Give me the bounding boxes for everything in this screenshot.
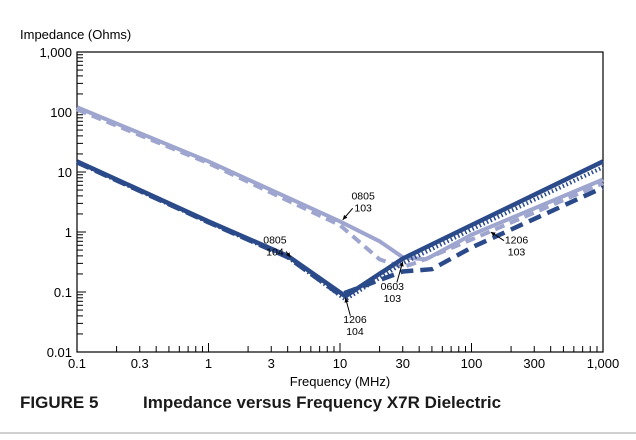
- annotation-label: 0805: [351, 191, 375, 203]
- annotation-sublabel: 103: [508, 246, 526, 258]
- x-tick-label: 300: [523, 356, 545, 371]
- series-lines: [76, 105, 604, 302]
- annotation-arrowhead: [344, 297, 349, 303]
- annotation-arrowhead: [342, 214, 348, 220]
- y-tick-label: 100: [50, 105, 72, 120]
- annotation-sublabel: 104: [266, 246, 284, 258]
- y-tick-label: 0.01: [47, 345, 72, 360]
- annotation-sublabel: 104: [346, 326, 364, 338]
- x-tick-label: 30: [396, 356, 410, 371]
- series-line-dark-solid: [76, 159, 604, 299]
- annotation-label: 1206: [505, 234, 529, 246]
- y-axis-title: Impedance (Ohms): [20, 27, 131, 42]
- x-tick-label: 1: [205, 356, 212, 371]
- annotation-label: 0805: [263, 234, 287, 246]
- annotation-arrowhead: [490, 232, 496, 237]
- y-tick-label: 1: [65, 225, 72, 240]
- annotation-sublabel: 103: [354, 203, 372, 215]
- series-line-dark-dashed: [76, 160, 604, 297]
- x-axis-title: Frequency (MHz): [290, 374, 390, 389]
- annotation-label: 0603: [381, 281, 405, 293]
- x-tick-label: 0.1: [68, 356, 86, 371]
- x-tick-label: 0.3: [131, 356, 149, 371]
- series-line-dark-dotted: [76, 160, 604, 302]
- x-tick-label: 100: [461, 356, 483, 371]
- figure-number: FIGURE 5: [20, 393, 99, 412]
- figure-title: Impedance versus Frequency X7R Dielectri…: [143, 393, 502, 412]
- bottom-divider: [0, 432, 636, 434]
- annotation-label: 1206: [343, 314, 367, 326]
- y-tick-label: 10: [58, 165, 72, 180]
- annotation-sublabel: 103: [384, 293, 402, 305]
- annotation-arrowhead: [399, 261, 404, 267]
- figure-caption: FIGURE 5 Impedance versus Frequency X7R D…: [20, 393, 501, 413]
- x-tick-label: 3: [268, 356, 275, 371]
- axis-ticks: 0.1 0.3 1 3 10 30 100 300 1,0000.010.11101001,00…: [39, 45, 619, 371]
- series-line-light-dashed: [76, 107, 604, 270]
- annotation-arrowhead: [286, 252, 291, 258]
- x-tick-label: 1,000: [587, 356, 620, 371]
- y-tick-label: 0.1: [54, 285, 72, 300]
- x-tick-label: 10: [333, 356, 347, 371]
- y-tick-label: 1,000: [39, 45, 72, 60]
